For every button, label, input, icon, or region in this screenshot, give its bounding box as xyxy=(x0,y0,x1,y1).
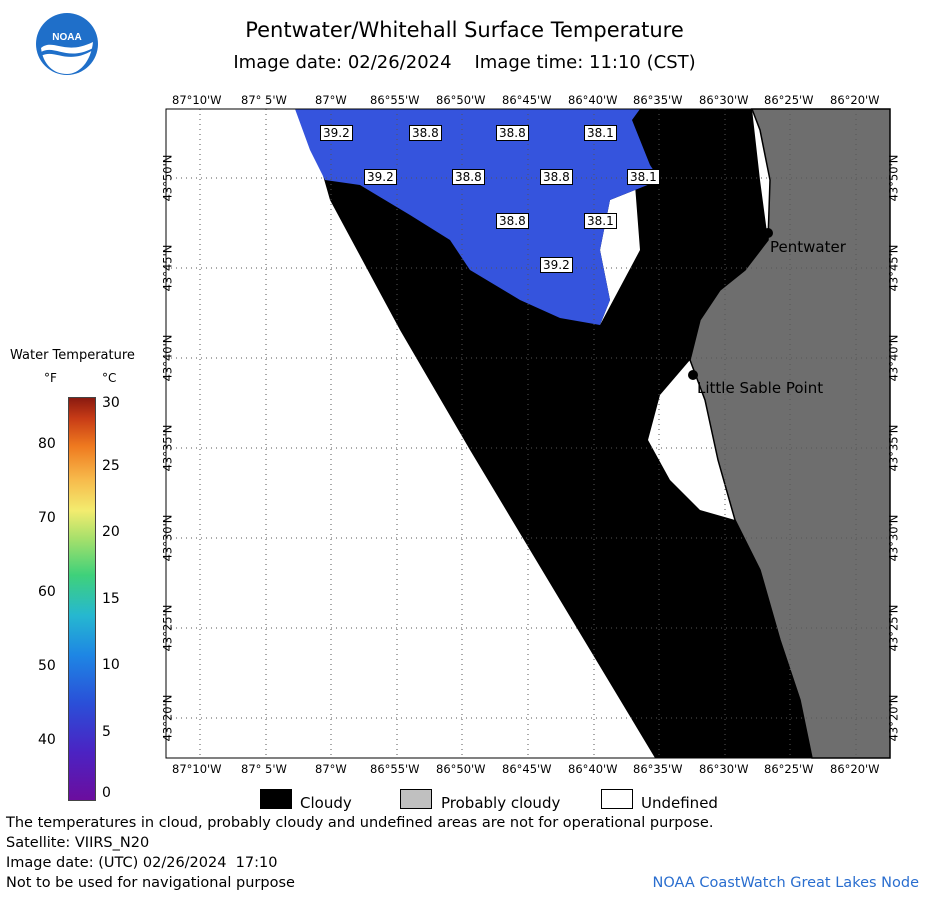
temp-label: 38.8 xyxy=(496,125,529,141)
lat-label-left: 43°45'N xyxy=(160,244,175,292)
colorbar-c-tick: 25 xyxy=(102,458,120,474)
lon-label-top: 86°50'W xyxy=(436,93,486,107)
graticule xyxy=(166,109,890,758)
lon-label-top: 86°55'W xyxy=(370,93,420,107)
temp-label: 38.1 xyxy=(584,125,617,141)
colorbar-c-tick: 0 xyxy=(102,785,111,801)
lon-label-top: 86°30'W xyxy=(699,93,749,107)
colorbar-c-tick: 15 xyxy=(102,591,120,607)
lat-label-right: 43°45'N xyxy=(886,244,901,292)
lon-label-bottom: 86°40'W xyxy=(568,762,618,776)
lat-label-left: 43°25'N xyxy=(160,604,175,652)
lon-label-top: 86°25'W xyxy=(764,93,814,107)
colorbar-f-tick: 60 xyxy=(38,584,56,600)
legend-swatch-cloudy xyxy=(260,789,292,809)
place-label-pentwater: Pentwater xyxy=(770,238,846,256)
lat-label-left: 43°40'N xyxy=(160,334,175,382)
lat-label-right: 43°30'N xyxy=(886,514,901,562)
temp-label: 39.2 xyxy=(364,169,397,185)
footer-disclaimer: The temperatures in cloud, probably clou… xyxy=(6,815,714,831)
lon-label-top: 87°10'W xyxy=(172,93,222,107)
footer-image-date: Image date: (UTC) 02/26/2024 17:10 xyxy=(6,855,278,871)
colorbar-c-tick: 20 xyxy=(102,524,120,540)
lon-label-top: 86°35'W xyxy=(633,93,683,107)
lon-label-bottom: 86°20'W xyxy=(830,762,880,776)
lon-label-top: 86°40'W xyxy=(568,93,618,107)
place-label-little-sable-point: Little Sable Point xyxy=(697,379,824,397)
colorbar-c-tick: 5 xyxy=(102,724,111,740)
lon-label-bottom: 86°35'W xyxy=(633,762,683,776)
map-subtitle: Image date: 02/26/2024 Image time: 11:10… xyxy=(233,52,696,73)
temp-label: 38.8 xyxy=(496,213,529,229)
lon-label-bottom: 86°25'W xyxy=(764,762,814,776)
colorbar-f-tick: 40 xyxy=(38,732,56,748)
legend-label-probably-cloudy: Probably cloudy xyxy=(441,794,561,812)
legend-swatch-undefined xyxy=(601,789,633,809)
colorbar-title: Water Temperature xyxy=(10,348,135,363)
lat-label-right: 43°50'N xyxy=(886,154,901,202)
pentwater-marker xyxy=(763,228,773,238)
temp-label: 38.8 xyxy=(540,169,573,185)
lat-label-left: 43°20'N xyxy=(160,694,175,742)
temp-label: 39.2 xyxy=(320,125,353,141)
colorbar-c-tick: 10 xyxy=(102,657,120,673)
lon-label-bottom: 86°30'W xyxy=(699,762,749,776)
map-title: Pentwater/Whitehall Surface Temperature xyxy=(245,18,684,42)
colorbar-c-tick: 30 xyxy=(102,395,120,411)
lon-label-top: 87° 5'W xyxy=(241,93,287,107)
lat-label-right: 43°40'N xyxy=(886,334,901,382)
lon-label-bottom: 86°45'W xyxy=(502,762,552,776)
legend-label-undefined: Undefined xyxy=(641,794,718,812)
lat-label-left: 43°30'N xyxy=(160,514,175,562)
colorbar-f-tick: 50 xyxy=(38,658,56,674)
lon-label-bottom: 87° 5'W xyxy=(241,762,287,776)
colorbar-f-tick: 80 xyxy=(38,436,56,452)
temp-label: 38.1 xyxy=(627,169,660,185)
temp-label: 38.8 xyxy=(409,125,442,141)
temp-label: 38.1 xyxy=(584,213,617,229)
legend-label-cloudy: Cloudy xyxy=(300,794,352,812)
colorbar xyxy=(68,397,96,801)
temp-label: 39.2 xyxy=(540,257,573,273)
cloud-area xyxy=(320,109,812,758)
logo-text: NOAA xyxy=(52,32,81,43)
lon-label-bottom: 86°50'W xyxy=(436,762,486,776)
colorbar-unit-c: °C xyxy=(102,371,117,385)
lat-label-left: 43°35'N xyxy=(160,424,175,472)
lon-label-top: 86°45'W xyxy=(502,93,552,107)
lon-label-top: 86°20'W xyxy=(830,93,880,107)
lat-label-left: 43°50'N xyxy=(160,154,175,202)
lon-label-top: 87°W xyxy=(315,93,347,107)
lon-label-bottom: 87°W xyxy=(315,762,347,776)
lat-label-right: 43°35'N xyxy=(886,424,901,472)
lon-label-bottom: 86°55'W xyxy=(370,762,420,776)
colorbar-unit-f: °F xyxy=(44,371,57,385)
footer-credit: NOAA CoastWatch Great Lakes Node xyxy=(652,875,919,891)
legend-swatch-probably-cloudy xyxy=(400,789,432,809)
noaa-logo-icon: NOAA xyxy=(36,13,98,75)
colorbar-f-tick: 70 xyxy=(38,510,56,526)
temp-label: 38.8 xyxy=(452,169,485,185)
lat-label-right: 43°20'N xyxy=(886,694,901,742)
footer-navigation-note: Not to be used for navigational purpose xyxy=(6,875,295,891)
map-frame xyxy=(165,108,891,759)
lat-label-right: 43°25'N xyxy=(886,604,901,652)
little-sable-point-marker xyxy=(688,370,698,380)
footer-satellite: Satellite: VIIRS_N20 xyxy=(6,835,150,851)
lon-label-bottom: 87°10'W xyxy=(172,762,222,776)
